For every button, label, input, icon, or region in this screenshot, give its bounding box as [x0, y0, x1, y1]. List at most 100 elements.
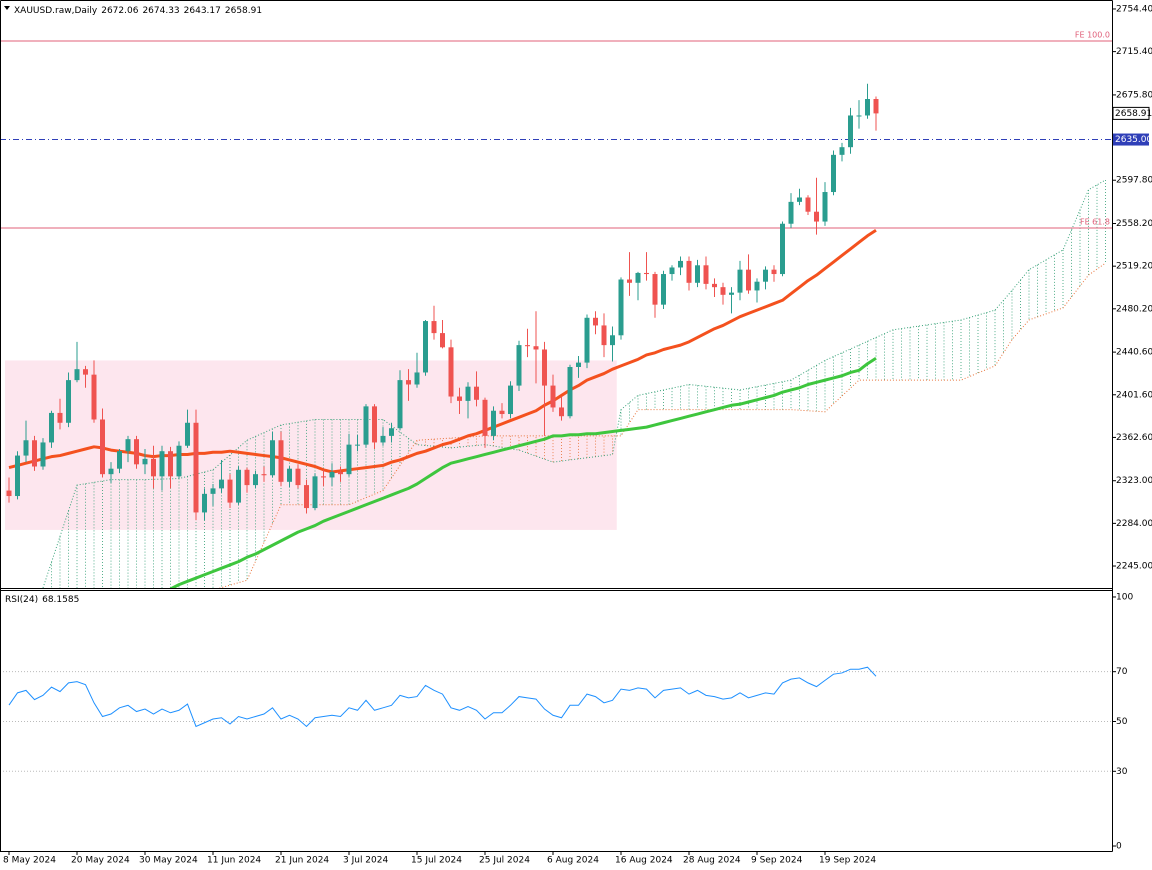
candle-body: [91, 374, 97, 420]
candle-body: [516, 345, 522, 386]
candle-body: [125, 439, 131, 452]
candle-body: [338, 471, 343, 475]
candle-body: [304, 485, 309, 509]
moving-average: [169, 356, 877, 588]
candle-body: [644, 272, 649, 275]
candle-body: [134, 439, 139, 465]
candle-body: [746, 269, 751, 291]
candle-body: [669, 267, 675, 275]
candle-body: [635, 272, 641, 283]
candle-body: [780, 223, 785, 275]
candle-body: [771, 269, 777, 275]
candle-body: [227, 479, 233, 503]
candle-body: [839, 147, 845, 155]
candle-body: [159, 451, 165, 477]
candle-body: [703, 265, 709, 284]
candle-body: [49, 412, 54, 443]
candle-body: [74, 369, 80, 381]
x-tick-label: 3 Jul 2024: [343, 856, 388, 866]
x-tick-label: 16 Aug 2024: [615, 856, 673, 866]
candle-body: [329, 471, 335, 478]
candle-body: [372, 406, 377, 443]
candle-body: [661, 274, 666, 305]
candle-body: [848, 115, 853, 148]
candle-body: [525, 345, 530, 347]
candle-body: [593, 317, 598, 326]
y-tick-label: 2401.60: [1116, 390, 1152, 400]
candle-body: [15, 455, 20, 497]
chart-title: XAUUSD.raw,Daily: [14, 6, 98, 16]
candle-body: [66, 380, 71, 423]
candle-body: [720, 287, 726, 295]
candle-body: [533, 346, 539, 350]
menu-triangle: [4, 6, 10, 10]
candle-body: [32, 440, 37, 467]
candle-body: [474, 386, 479, 400]
candle-body: [108, 468, 114, 475]
candle-body: [414, 372, 420, 385]
header-open: 2672.06: [101, 6, 138, 16]
y-tick-label: 30: [1116, 767, 1128, 777]
y-tick-label: 2440.60: [1116, 348, 1152, 358]
candle-body: [219, 479, 224, 489]
candle-body: [202, 493, 207, 513]
x-tick-label: 21 Jun 2024: [275, 856, 329, 866]
rsi-title: RSI(24): [5, 595, 38, 605]
candle-body: [627, 279, 632, 283]
candle-body: [550, 385, 556, 408]
candle-body: [788, 201, 794, 224]
candle-body: [117, 451, 122, 469]
price-line-tag: [1113, 133, 1149, 146]
x-tick-label: 20 May 2024: [71, 856, 130, 866]
candle-body: [389, 428, 394, 436]
chart-header: XAUUSD.raw,Daily 2672.06 2674.33 2643.17 265…: [14, 6, 262, 16]
candle-body: [406, 380, 411, 385]
candle-body: [805, 197, 811, 212]
candle-body: [822, 192, 828, 222]
candle-body: [321, 476, 326, 478]
rsi-line: [8, 666, 877, 728]
candle-body: [754, 281, 760, 291]
y-tick-label: 2558.20: [1116, 219, 1152, 229]
x-tick-label: 30 May 2024: [139, 856, 198, 866]
candle-body: [678, 260, 683, 268]
candle-body: [457, 396, 462, 401]
candle-body: [380, 435, 386, 443]
candle-body: [346, 444, 352, 475]
last-price-tag: [1112, 106, 1150, 120]
candle-body: [763, 269, 768, 282]
candle-body: [236, 469, 241, 503]
candle-body: [831, 154, 836, 193]
candle-body: [576, 362, 581, 367]
candle-body: [295, 468, 301, 486]
candle-body: [270, 440, 275, 476]
candle-body: [168, 451, 173, 477]
y-tick-label: 2715.40: [1116, 47, 1152, 57]
candle-body: [508, 385, 513, 415]
y-tick-label: 2754.40: [1116, 4, 1152, 14]
zone-rectangle: [5, 360, 617, 530]
y-tick-label: 2597.80: [1116, 176, 1152, 186]
candle-body: [397, 380, 403, 429]
y-tick-label: 0: [1116, 842, 1122, 852]
candle-body: [57, 412, 63, 423]
y-tick-label: 2675.80: [1116, 90, 1152, 100]
candle-body: [6, 490, 12, 497]
y-tick-label: 2519.20: [1116, 262, 1152, 272]
candle-body: [244, 469, 250, 486]
x-tick-label: 28 Aug 2024: [683, 856, 741, 866]
price-line-label: 2635.00: [1115, 135, 1152, 145]
candle-body: [193, 422, 199, 513]
candle-body: [737, 269, 743, 293]
header-low: 2643.17: [184, 6, 221, 16]
candle-body: [652, 274, 658, 305]
y-tick-label: 100: [1116, 592, 1133, 602]
candle-body: [312, 476, 318, 509]
candle-body: [287, 468, 292, 482]
candle-body: [491, 410, 496, 436]
x-tick-label: 9 Sep 2024: [751, 856, 803, 866]
candle-body: [873, 99, 879, 114]
candle-body: [865, 99, 870, 116]
candle-body: [482, 399, 488, 436]
